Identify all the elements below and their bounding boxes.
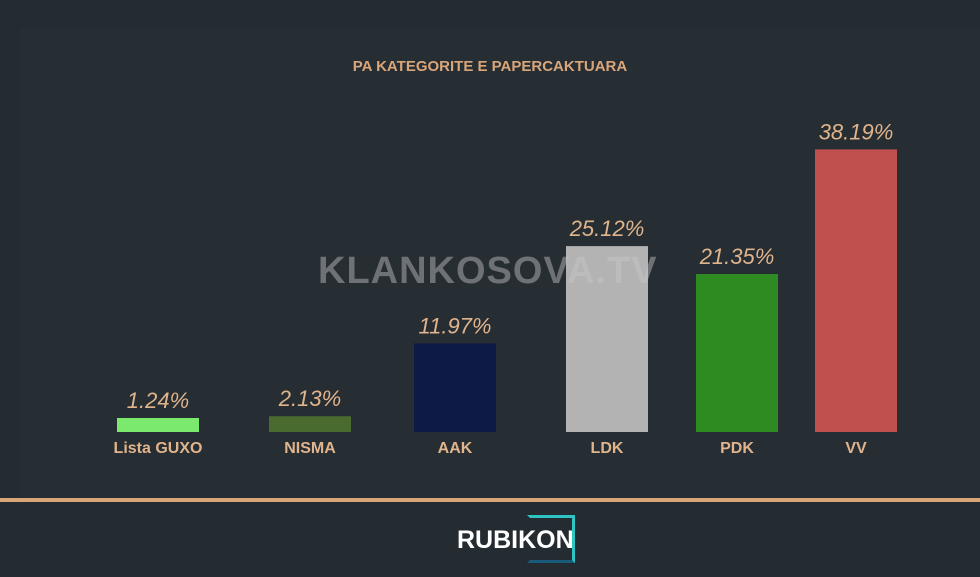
category-label: Lista GUXO: [114, 440, 203, 457]
rubikon-logo: RUBIKON: [455, 512, 580, 572]
data-label: 38.19%: [819, 119, 894, 144]
separator-line: [0, 498, 980, 502]
data-label: 11.97%: [419, 313, 492, 338]
data-label: 21.35%: [699, 244, 775, 269]
data-label: 25.12%: [569, 216, 645, 241]
bar-nisma: [269, 416, 351, 432]
category-label: VV: [845, 440, 867, 457]
category-label: AAK: [438, 440, 473, 457]
category-label: PDK: [720, 440, 754, 457]
bar-vv: [815, 149, 897, 433]
bar-pdk: [696, 274, 778, 432]
bar-lista-guxo: [117, 418, 199, 432]
category-label: LDK: [591, 440, 624, 457]
bar-aak: [414, 343, 496, 432]
bar-ldk: [566, 246, 648, 432]
chart-title: PA KATEGORITE E PAPERCAKTUARA: [352, 58, 628, 75]
data-label: 1.24%: [127, 388, 189, 413]
bar-chart: 1.24% Lista GUXO 2.13% NISMA 11.97% AAK 25.12%…: [114, 119, 897, 457]
category-label: NISMA: [284, 440, 336, 457]
data-label: 2.13%: [278, 386, 341, 411]
watermark: KLANKOSOVA.TV: [318, 250, 658, 292]
